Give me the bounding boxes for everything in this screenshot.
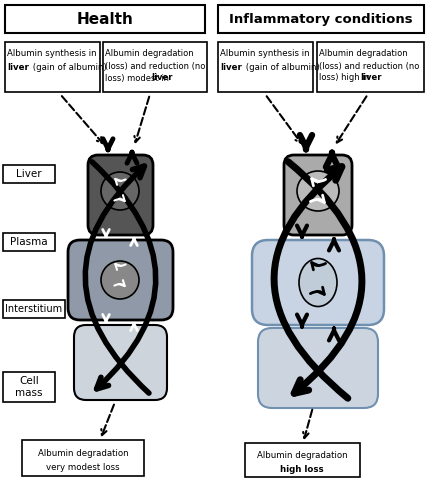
Bar [218, 5, 424, 33]
Text: Inflammatory conditions: Inflammatory conditions [229, 12, 413, 26]
Bar [317, 42, 424, 92]
Bar [103, 42, 207, 92]
FancyBboxPatch shape [74, 325, 167, 400]
Bar [22, 440, 144, 476]
FancyBboxPatch shape [68, 240, 173, 320]
Text: Plasma: Plasma [10, 237, 48, 247]
Text: loss) modest in: loss) modest in [105, 74, 172, 82]
FancyBboxPatch shape [88, 155, 153, 235]
Text: (loss) and reduction (no: (loss) and reduction (no [105, 62, 205, 70]
Ellipse shape [101, 172, 139, 210]
Text: (gain of albumin): (gain of albumin) [30, 62, 107, 72]
Bar [3, 165, 55, 183]
Text: Albumin synthesis in: Albumin synthesis in [220, 50, 310, 58]
Text: Albumin degradation: Albumin degradation [257, 450, 347, 460]
Text: loss) high in: loss) high in [319, 74, 373, 82]
Bar [245, 443, 360, 477]
Text: Albumin degradation: Albumin degradation [319, 50, 408, 58]
Bar [3, 300, 65, 318]
Ellipse shape [299, 258, 337, 306]
Text: liver: liver [151, 74, 172, 82]
Text: (loss) and reduction (no: (loss) and reduction (no [319, 62, 420, 70]
Bar [3, 372, 55, 402]
FancyBboxPatch shape [284, 155, 352, 235]
Text: Interstitium: Interstitium [6, 304, 63, 314]
Text: high loss: high loss [280, 464, 324, 473]
Bar [5, 5, 205, 33]
FancyBboxPatch shape [258, 328, 378, 408]
Text: liver: liver [220, 62, 242, 72]
Ellipse shape [101, 261, 139, 299]
Bar [218, 42, 313, 92]
Bar [3, 233, 55, 251]
Text: Cell
mass: Cell mass [15, 376, 43, 398]
Text: Albumin degradation: Albumin degradation [38, 448, 128, 458]
Text: (gain of albumin): (gain of albumin) [243, 62, 320, 72]
Text: Albumin synthesis in: Albumin synthesis in [7, 50, 97, 58]
Bar [5, 42, 100, 92]
Ellipse shape [297, 171, 339, 211]
Text: liver: liver [7, 62, 29, 72]
Text: Health: Health [76, 12, 133, 26]
Text: Albumin degradation: Albumin degradation [105, 50, 193, 58]
Text: Liver: Liver [16, 169, 42, 179]
Text: very modest loss: very modest loss [46, 462, 120, 471]
FancyBboxPatch shape [252, 240, 384, 325]
Text: liver: liver [360, 74, 381, 82]
